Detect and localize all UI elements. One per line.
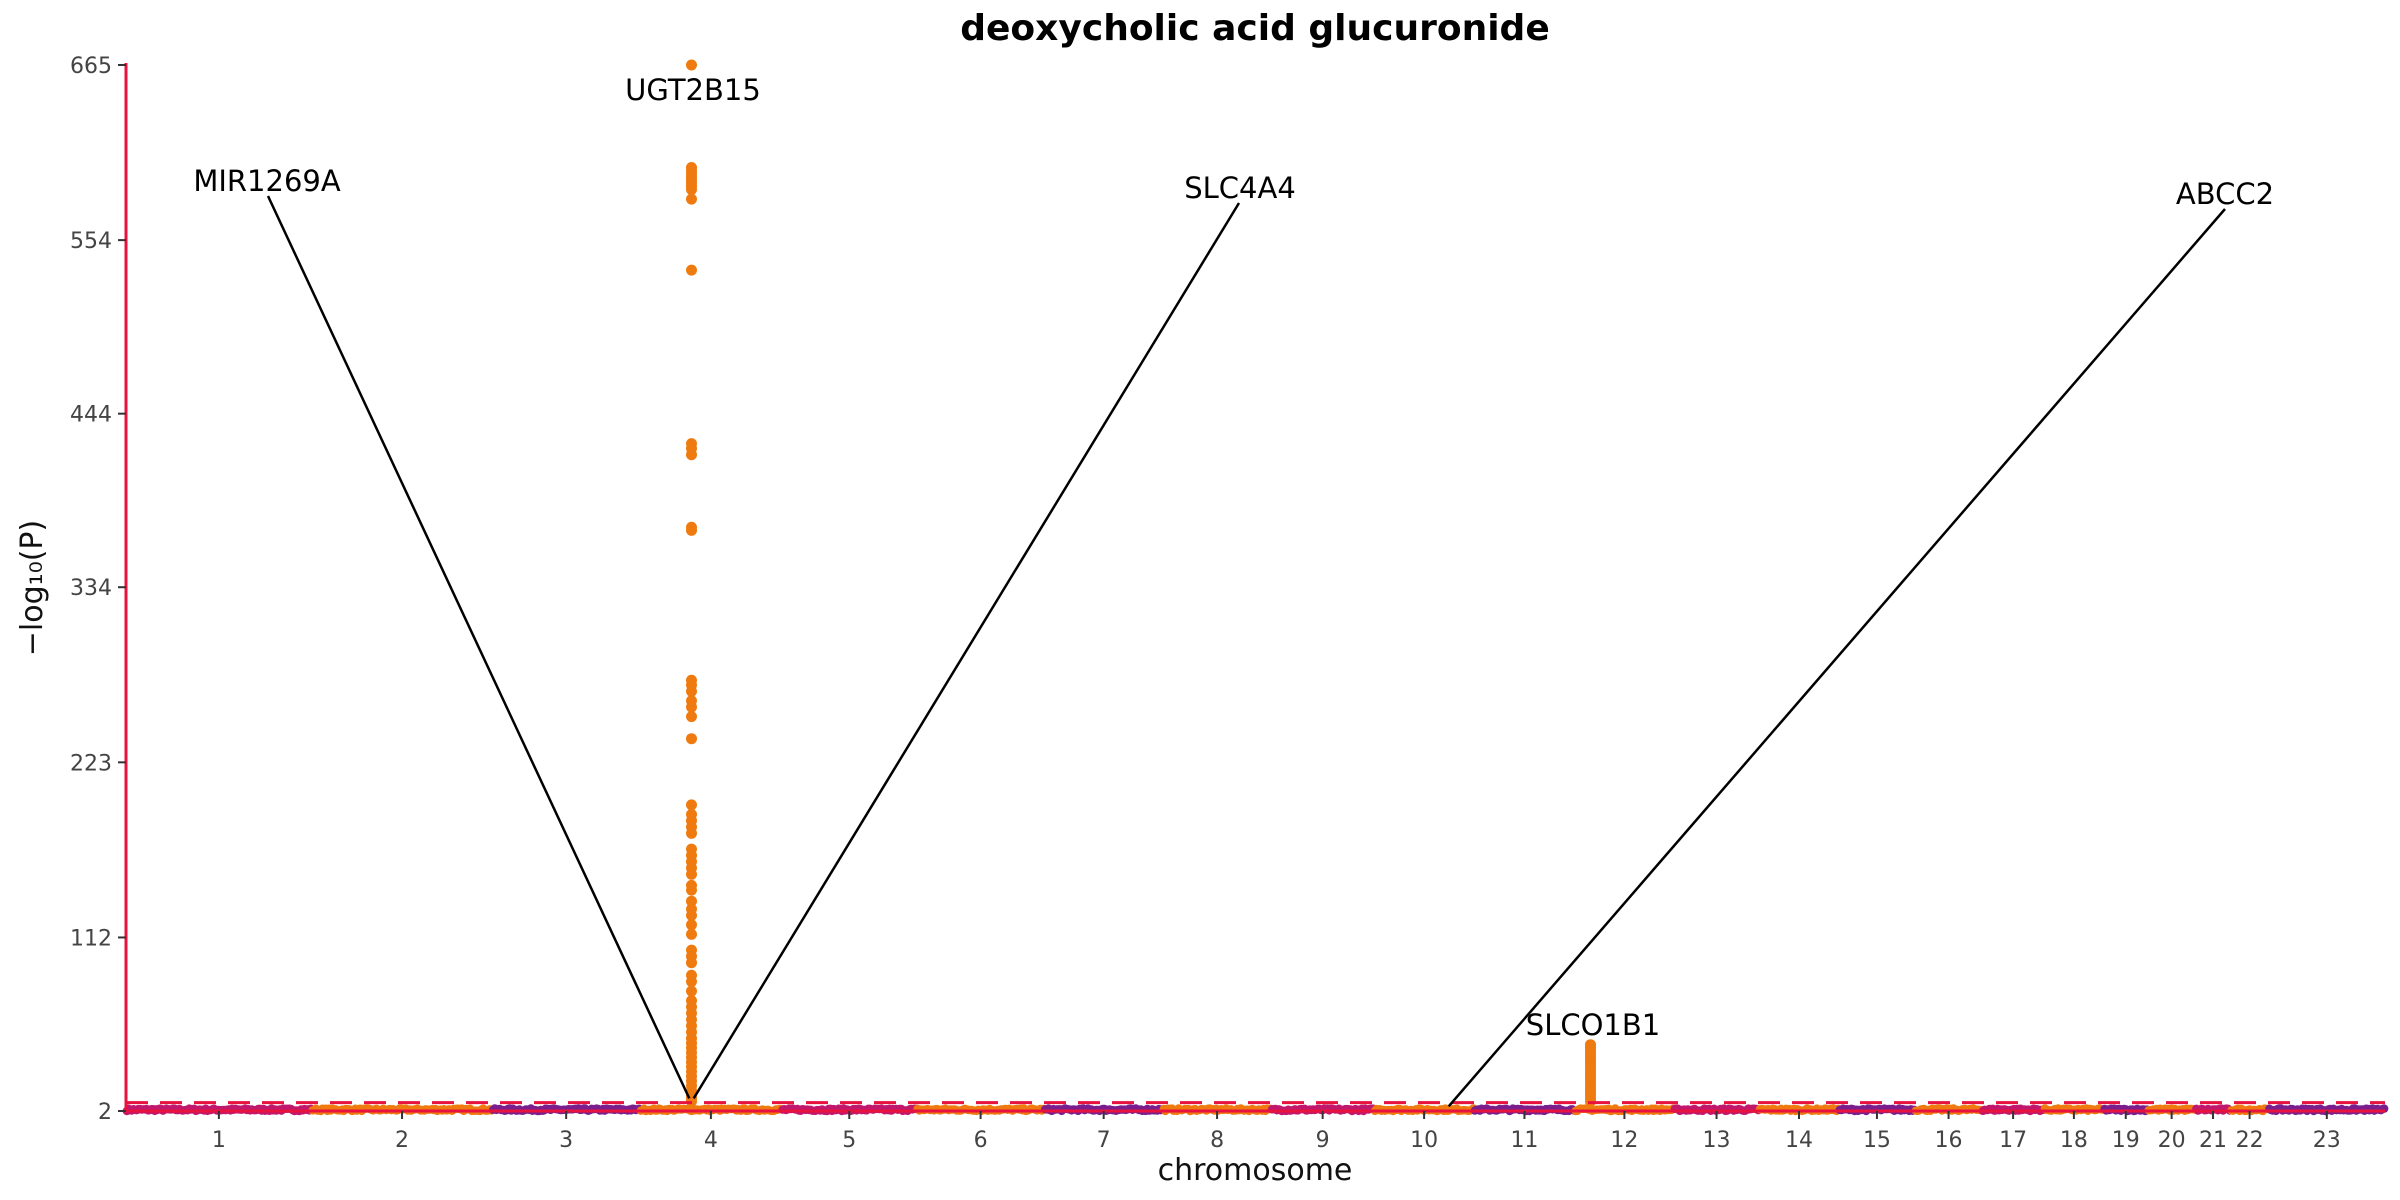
y-tick-label: 334 [70, 576, 112, 601]
annotation-layer: UGT2B15 MIR1269A SLC4A4 ABCC2 SLCO1B1 [193, 73, 2274, 1108]
significant-point [686, 799, 697, 811]
gene-annotation-label: SLCO1B1 [1526, 1008, 1660, 1042]
x-tick-label: 21 [2199, 1128, 2227, 1153]
x-axis-title: chromosome [1158, 1153, 1353, 1188]
significant-point [686, 711, 697, 723]
y-tick-label: 444 [70, 403, 112, 428]
x-tick-label: 8 [1210, 1128, 1224, 1153]
x-tick-label: 22 [2236, 1128, 2264, 1153]
y-tick-label: 223 [70, 751, 112, 776]
significant-point [686, 919, 697, 931]
annotation-leader-line [1447, 208, 2226, 1108]
significant-point [686, 449, 697, 461]
significant-point [686, 827, 697, 839]
y-tick-label: 665 [70, 54, 112, 79]
x-tick-label: 1 [212, 1128, 226, 1153]
y-tick-label: 112 [70, 926, 112, 951]
significant-point [686, 184, 697, 196]
x-tick-label: 23 [2313, 1128, 2341, 1153]
significant-point [686, 264, 697, 276]
annotation-leader-line [266, 195, 691, 1099]
significant-point [686, 524, 697, 536]
y-axis-title: −log₁₀(P) [15, 520, 50, 656]
x-tick-label: 2 [395, 1128, 409, 1153]
significant-point [686, 895, 697, 907]
significant-point [686, 868, 697, 880]
significant-point [686, 685, 697, 697]
annotation-leader-line [692, 202, 1241, 1100]
chart-title: deoxycholic acid glucuronide [960, 8, 1549, 49]
x-tick-label: 7 [1097, 1128, 1111, 1153]
points-layer [122, 59, 2389, 1116]
significant-point [686, 985, 697, 997]
x-tick-label: 18 [2060, 1128, 2088, 1153]
x-tick-label: 12 [1610, 1128, 1638, 1153]
x-tick-label: 14 [1785, 1128, 1813, 1153]
x-tick-label: 19 [2112, 1128, 2140, 1153]
significant-point [686, 928, 697, 940]
y-tick-label: 554 [70, 229, 112, 254]
x-tick-label: 15 [1863, 1128, 1891, 1153]
significant-point [686, 59, 697, 71]
significant-point [686, 957, 697, 969]
x-tick-label: 13 [1703, 1128, 1731, 1153]
x-tick-label: 17 [1999, 1128, 2027, 1153]
gene-annotation-label: UGT2B15 [625, 73, 761, 107]
significant-point [686, 733, 697, 745]
gene-annotation-label: MIR1269A [193, 164, 341, 198]
significant-point [686, 701, 697, 713]
x-tick-label: 6 [974, 1128, 988, 1153]
x-tick-label: 16 [1935, 1128, 1963, 1153]
x-tick-label: 10 [1410, 1128, 1438, 1153]
y-tick-label: 2 [98, 1100, 112, 1125]
x-tick-label: 9 [1316, 1128, 1330, 1153]
gene-annotation-label: SLC4A4 [1184, 171, 1296, 205]
significant-point [686, 976, 697, 988]
x-tick-label: 5 [842, 1128, 856, 1153]
x-tick-label: 4 [704, 1128, 718, 1153]
x-tick-label: 3 [559, 1128, 573, 1153]
significant-point [686, 909, 697, 921]
gene-annotation-label: ABCC2 [2176, 177, 2274, 211]
significant-point [686, 884, 697, 896]
x-tick-label: 20 [2158, 1128, 2186, 1153]
x-tick-label: 11 [1510, 1128, 1538, 1153]
significant-point [686, 193, 697, 205]
